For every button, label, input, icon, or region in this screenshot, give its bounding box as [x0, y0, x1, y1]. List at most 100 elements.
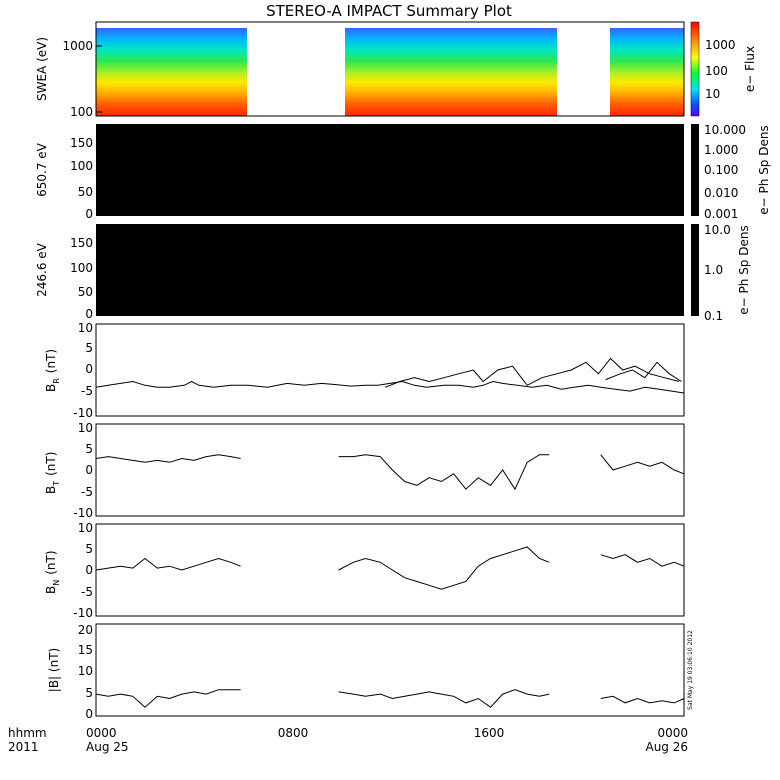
x-tick: 0000 [657, 726, 688, 740]
bn-ytick: 5 [85, 542, 93, 556]
bt-segment-1 [338, 454, 550, 491]
bn-frame [95, 523, 685, 617]
br-ytick: 10 [78, 321, 93, 335]
swea-panel: 1000 100 SWEA (eV) 1000 100 10 e− Flux [35, 21, 757, 119]
pad246-ytick: 150 [70, 236, 93, 250]
bt-ytick: 0 [85, 463, 93, 477]
swea-ylabel: SWEA (eV) [35, 37, 49, 101]
swea-cbar-tick: 1000 [705, 38, 736, 52]
bt-ytick: 5 [85, 442, 93, 456]
bmag-series [95, 689, 685, 708]
pad650-cbar-tick: 0.001 [704, 207, 738, 221]
plot-title: STEREO-A IMPACT Summary Plot [266, 2, 512, 20]
time-label: hhmm [8, 726, 47, 740]
swea-colorbar [690, 21, 700, 117]
swea-ytick: 100 [70, 105, 93, 119]
bn-ytick: 0 [85, 563, 93, 577]
pad650-image [96, 124, 684, 216]
bt-ytick: 10 [78, 421, 93, 435]
pad650-cbar-tick: 10.000 [704, 123, 746, 137]
time-axis: hhmm 2011 0000 0800 1600 0000 Aug 25 Aug… [8, 726, 688, 754]
pad650-cbar-label: e− Ph Sp Dens [757, 125, 771, 214]
bn-ylabel-sub: N [52, 580, 61, 586]
br-ylabel-unit: (nT) [44, 349, 58, 373]
year-label: 2011 [8, 740, 39, 754]
pad650-ytick: 150 [70, 136, 93, 150]
bt-ylabel: BT (nT) [44, 452, 61, 494]
pad246-ylabel: 246.6 eV [35, 242, 49, 297]
bmag-segment-2 [600, 695, 685, 704]
br-panel: 10 5 0 -5 -10 BR (nT) [44, 321, 685, 420]
br-ylabel: BR (nT) [44, 349, 61, 392]
pad246-image [96, 224, 684, 316]
bn-segment-2 [600, 554, 685, 567]
pad650-ylabel: 650.7 eV [35, 142, 49, 197]
swea-data-block [345, 28, 557, 116]
bt-panel: 10 5 0 -5 -10 BT (nT) [44, 421, 685, 520]
bn-segment-0 [95, 557, 241, 571]
bmag-ytick: 20 [78, 623, 93, 637]
bn-ytick: -5 [81, 585, 93, 599]
bt-ytick: -5 [81, 485, 93, 499]
bn-series [95, 546, 685, 590]
bmag-ytick: 15 [78, 643, 93, 657]
pad246-ytick: 50 [78, 285, 93, 299]
timestamp-stamp: Sat May 19 03:06:10 2012 [687, 630, 694, 710]
bt-ytick: -10 [73, 506, 93, 520]
br-segment-2 [605, 361, 682, 382]
bmag-ytick: 0 [85, 707, 93, 721]
br-ytick: -10 [73, 406, 93, 420]
pad246-ytick: 100 [70, 261, 93, 275]
pad246-cbar-tick: 1.0 [704, 263, 723, 277]
pad246-cbar-tick: 10.0 [704, 223, 731, 237]
bt-ylabel-unit: (nT) [44, 452, 58, 476]
br-ytick: 0 [85, 362, 93, 376]
bmag-frame [95, 623, 685, 717]
br-series [95, 357, 685, 394]
br-segment-0 [95, 380, 685, 394]
bmag-ytick: 10 [78, 664, 93, 678]
pad650-ytick: 50 [78, 185, 93, 199]
swea-cbar-label: e− Flux [743, 46, 757, 92]
x-tick: 0000 [86, 726, 117, 740]
pad246-ytick: 0 [85, 307, 93, 321]
swea-ytick: 1000 [62, 39, 93, 53]
bt-ylabel-sub: T [52, 481, 61, 487]
bt-series [95, 454, 685, 491]
bn-ylabel: BN (nT) [44, 550, 61, 594]
bn-ytick: 10 [78, 521, 93, 535]
pad246-cbar-label: e− Ph Sp Dens [737, 225, 751, 314]
br-ylabel-sub: R [52, 378, 61, 384]
pad650-ytick: 100 [70, 159, 93, 173]
br-ytick: -5 [81, 384, 93, 398]
bmag-ylabel: |B| (nT) [47, 648, 61, 692]
pad650-colorbar [691, 124, 699, 216]
pad246-cbar-tick: 0.1 [704, 309, 723, 323]
bt-frame [95, 423, 685, 517]
pad650-cbar-tick: 0.010 [704, 186, 738, 200]
bmag-segment-0 [95, 689, 241, 708]
bn-ylabel-unit: (nT) [44, 550, 58, 574]
bt-ylabel-main: B [44, 486, 58, 494]
br-ylabel-main: B [44, 384, 58, 392]
bt-segment-2 [600, 454, 685, 475]
x-tick: 0800 [278, 726, 309, 740]
bn-segment-1 [338, 546, 550, 590]
x-tick: 1600 [474, 726, 505, 740]
bn-panel: 10 5 0 -5 -10 BN (nT) [44, 521, 685, 620]
br-ytick: 5 [85, 341, 93, 355]
bmag-ytick: 5 [85, 686, 93, 700]
swea-cbar-tick: 10 [705, 87, 720, 101]
pad246-panel: 150 100 50 0 246.6 eV 10.0 1.0 0.1 e− Ph… [35, 223, 751, 323]
bmag-panel: 20 15 10 5 0 |B| (nT) Sat May 19 03:06:1… [47, 623, 694, 721]
bt-segment-0 [95, 454, 241, 463]
bmag-segment-1 [338, 689, 550, 708]
pad650-cbar-tick: 1.000 [704, 143, 738, 157]
swea-cbar-tick: 100 [705, 64, 728, 78]
br-frame [95, 323, 685, 417]
date-end: Aug 26 [645, 740, 688, 754]
pad650-panel: 150 100 50 0 650.7 eV 10.000 1.000 0.100… [35, 123, 771, 221]
bn-ytick: -10 [73, 606, 93, 620]
swea-frame [95, 21, 685, 117]
